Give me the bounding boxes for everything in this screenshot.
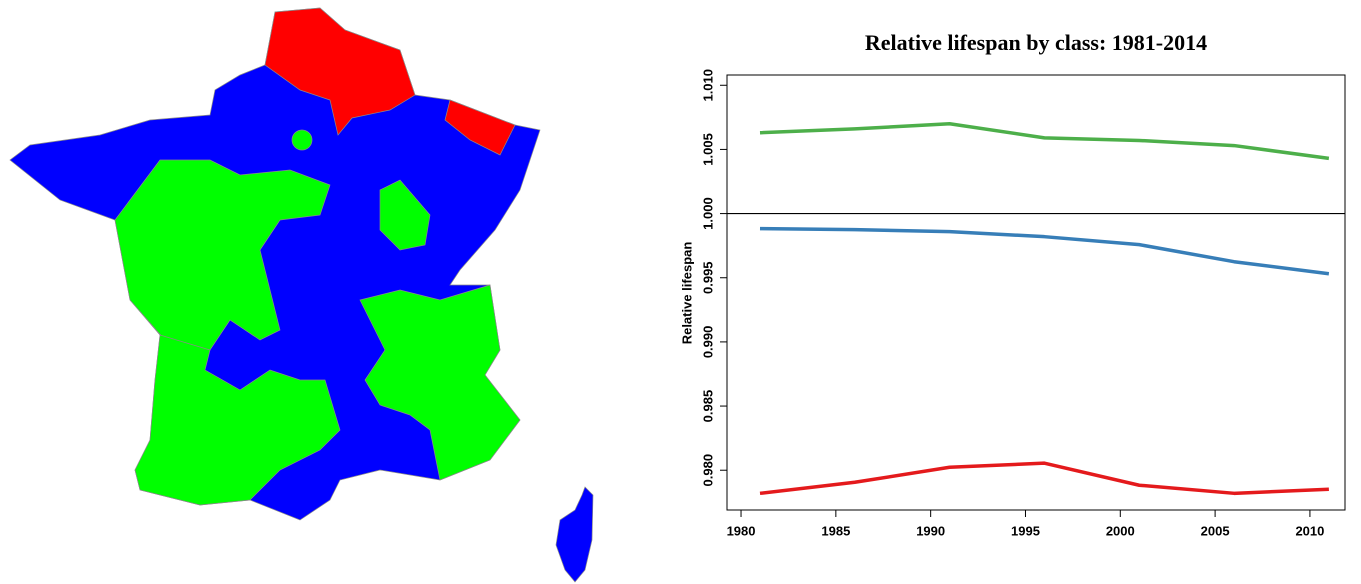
map-green xyxy=(359,284,521,481)
y-tick-label: 1.005 xyxy=(700,133,715,166)
y-axis-label: Relative lifespan xyxy=(679,242,694,345)
plot-frame xyxy=(726,74,1346,511)
map-green xyxy=(291,129,313,151)
france-map xyxy=(9,7,594,583)
y-tick-label: 1.010 xyxy=(700,69,715,102)
x-tick-label: 1990 xyxy=(916,523,945,538)
x-tick-label: 2010 xyxy=(1295,523,1324,538)
x-tick-label: 2005 xyxy=(1201,523,1230,538)
series-line xyxy=(759,122,1330,161)
series-line xyxy=(759,226,1330,276)
y-tick-label: 0.990 xyxy=(700,326,715,359)
map-green xyxy=(379,179,431,251)
map-corsica xyxy=(555,486,594,583)
x-tick-label: 1995 xyxy=(1011,523,1040,538)
x-tick-label: 2000 xyxy=(1106,523,1135,538)
y-tick-label: 0.985 xyxy=(700,390,715,423)
map-green xyxy=(134,334,341,506)
chart-title: Relative lifespan by class: 1981-2014 xyxy=(865,30,1207,55)
y-tick-label: 0.980 xyxy=(700,454,715,487)
x-tick-label: 1980 xyxy=(727,523,756,538)
y-tick-label: 1.000 xyxy=(700,197,715,230)
x-tick-label: 1985 xyxy=(821,523,850,538)
series-line xyxy=(759,461,1329,496)
y-tick-label: 0.995 xyxy=(700,261,715,294)
map-red xyxy=(264,7,416,136)
map-red xyxy=(444,99,516,156)
